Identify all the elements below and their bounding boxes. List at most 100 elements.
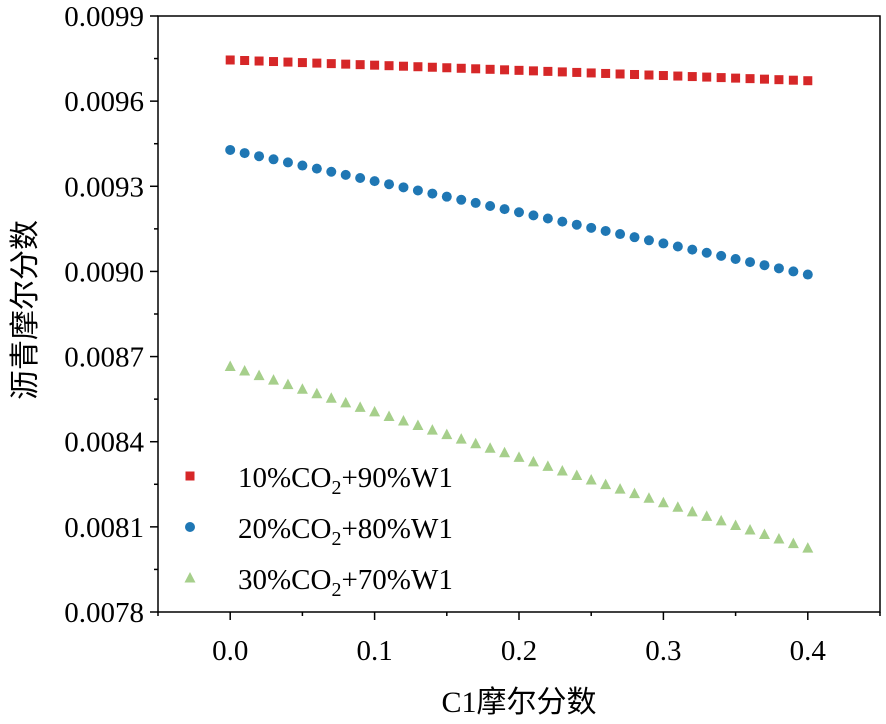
data-point (254, 56, 264, 66)
data-point (788, 266, 799, 277)
data-point (225, 144, 236, 155)
data-point (586, 68, 596, 78)
data-point (455, 433, 467, 444)
series-3 (224, 360, 814, 553)
data-point (614, 483, 626, 494)
data-point (500, 65, 510, 75)
x-tick-label: 0.3 (645, 635, 681, 667)
data-point (397, 414, 409, 426)
data-point (413, 62, 423, 72)
data-point (441, 191, 452, 202)
data-point (470, 437, 482, 449)
data-point (369, 176, 380, 187)
data-point (442, 63, 452, 73)
data-point (802, 269, 813, 280)
x-tick-label: 0.0 (212, 635, 248, 667)
data-point (731, 73, 741, 83)
data-point (369, 405, 381, 417)
data-point (787, 537, 799, 549)
data-point (601, 68, 611, 78)
data-point (340, 396, 352, 408)
y-tick-label: 0.0090 (64, 256, 144, 288)
data-point (658, 71, 668, 81)
data-point (600, 225, 611, 236)
data-point (672, 501, 684, 512)
data-point (341, 59, 351, 69)
data-point (269, 57, 279, 67)
legend-label: 30%CO2+70%W1 (238, 564, 453, 601)
data-point (225, 55, 235, 65)
data-point (745, 257, 756, 268)
data-point (672, 241, 683, 252)
data-point (427, 62, 437, 72)
data-point (383, 410, 395, 421)
data-point (600, 478, 612, 490)
data-point (297, 160, 308, 171)
data-point (340, 169, 351, 180)
data-point (759, 260, 770, 271)
data-point (585, 474, 597, 485)
data-point (471, 64, 481, 74)
data-point (239, 148, 250, 159)
data-point (484, 442, 496, 453)
legend-marker (185, 471, 195, 481)
y-tick-label: 0.0084 (64, 427, 144, 459)
data-point (556, 464, 568, 476)
data-point (716, 250, 727, 261)
data-point (456, 63, 466, 73)
data-point (543, 66, 553, 76)
data-point (788, 75, 798, 85)
y-tick-label: 0.0087 (64, 342, 144, 374)
data-point (586, 222, 597, 233)
data-point (268, 154, 279, 165)
data-point (686, 505, 698, 517)
data-point (773, 263, 784, 274)
data-point (398, 182, 409, 193)
legend-marker (185, 522, 195, 532)
data-point (311, 163, 322, 174)
data-point (326, 166, 337, 177)
data-point (514, 65, 524, 75)
data-point (312, 58, 322, 68)
data-point (701, 510, 713, 521)
series-1 (225, 55, 813, 86)
y-tick-label: 0.0093 (64, 171, 144, 203)
data-point (311, 387, 323, 399)
data-point (715, 514, 727, 526)
data-point (759, 74, 769, 84)
data-point (643, 492, 655, 503)
data-point (658, 238, 669, 249)
y-tick-label: 0.0096 (64, 86, 144, 118)
data-point (557, 216, 568, 227)
data-point (296, 383, 308, 394)
data-point (630, 69, 640, 79)
data-point (239, 365, 251, 376)
data-point (470, 197, 481, 208)
x-tick-label: 0.1 (356, 635, 392, 667)
data-point (355, 60, 365, 70)
data-point (702, 72, 712, 82)
data-point (542, 460, 554, 471)
data-point (325, 392, 337, 403)
data-point (643, 235, 654, 246)
data-point (268, 374, 280, 385)
data-point (527, 455, 539, 467)
data-point (384, 61, 394, 71)
data-point (673, 71, 683, 81)
data-point (542, 213, 553, 224)
data-point (773, 533, 785, 544)
data-point (499, 204, 510, 215)
data-point (513, 451, 525, 462)
data-point (384, 179, 395, 190)
data-points (224, 55, 814, 553)
data-point (528, 210, 539, 221)
data-point (528, 66, 538, 76)
data-point (557, 67, 567, 77)
data-point (427, 188, 438, 199)
data-point (283, 57, 293, 67)
x-axis: 0.0 0.1 0.2 0.3 0.4 (157, 612, 881, 667)
legend-label: 20%CO2+80%W1 (238, 513, 453, 550)
data-point (485, 201, 496, 212)
data-point (370, 60, 380, 70)
